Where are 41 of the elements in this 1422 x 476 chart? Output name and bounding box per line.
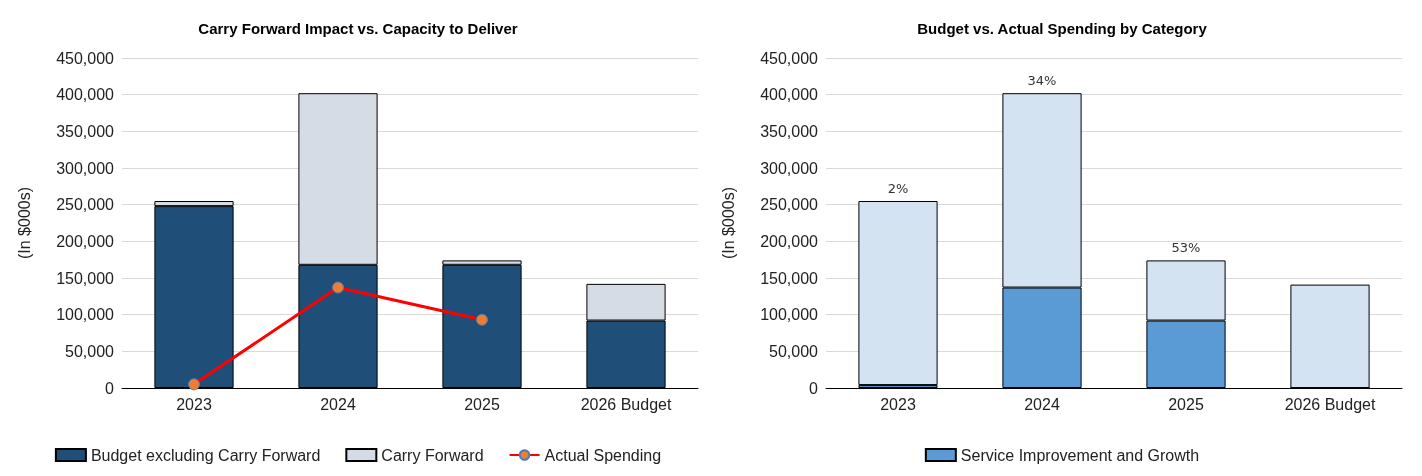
- y-tick-label: 50,000: [65, 342, 115, 360]
- x-tick-label: 2023: [880, 395, 916, 413]
- x-tick-label: 2025: [464, 395, 500, 413]
- y-tick-label: 450,000: [760, 49, 819, 67]
- y-tick-label: 400,000: [760, 86, 819, 104]
- legend-label: Budget excluding Carry Forward: [90, 446, 321, 464]
- y-tick-label: 150,000: [56, 269, 115, 287]
- y-tick-label: 150,000: [760, 269, 819, 287]
- y-tick-label: 200,000: [760, 232, 819, 250]
- y-tick-label: 250,000: [56, 196, 115, 214]
- annotation: 53%: [1171, 240, 1201, 256]
- y-axis-title: (In $000s): [15, 186, 33, 260]
- legend-label: Actual Spending: [544, 446, 662, 464]
- y-tick-label: 50,000: [769, 342, 819, 360]
- legend-label: Carry Forward: [381, 446, 484, 464]
- x-tick-label: 2026 Budget: [1284, 395, 1376, 413]
- chart-title: Budget vs. Actual Spending by Category: [917, 20, 1208, 37]
- annotation: 2%: [887, 181, 909, 196]
- y-tick-label: 0: [105, 379, 115, 397]
- x-tick-label: 2025: [1168, 395, 1204, 413]
- bar: [1290, 284, 1370, 388]
- annotation: 34%: [1027, 73, 1057, 89]
- y-tick-label: 250,000: [760, 196, 819, 214]
- legend-label: Service Improvement and Growth: [960, 446, 1200, 464]
- bar: [858, 201, 938, 386]
- y-axis-title: (In $000s): [719, 186, 737, 260]
- y-tick-label: 350,000: [56, 122, 115, 140]
- x-tick-label: 2024: [320, 395, 356, 413]
- x-tick-label: 2026 Budget: [580, 395, 672, 413]
- chart-title: Carry Forward Impact vs. Capacity to Deliver: [198, 20, 518, 37]
- y-tick-label: 400,000: [56, 86, 115, 104]
- x-tick-label: 2024: [1024, 395, 1060, 413]
- y-tick-label: 300,000: [56, 159, 115, 177]
- y-tick-label: 200,000: [56, 232, 115, 250]
- y-tick-label: 100,000: [56, 306, 115, 324]
- y-tick-label: 350,000: [760, 122, 819, 140]
- y-tick-label: 0: [809, 379, 819, 397]
- x-tick-label: 2023: [176, 395, 212, 413]
- y-tick-label: 300,000: [760, 159, 819, 177]
- y-tick-label: 100,000: [760, 306, 819, 324]
- y-tick-label: 450,000: [56, 49, 115, 67]
